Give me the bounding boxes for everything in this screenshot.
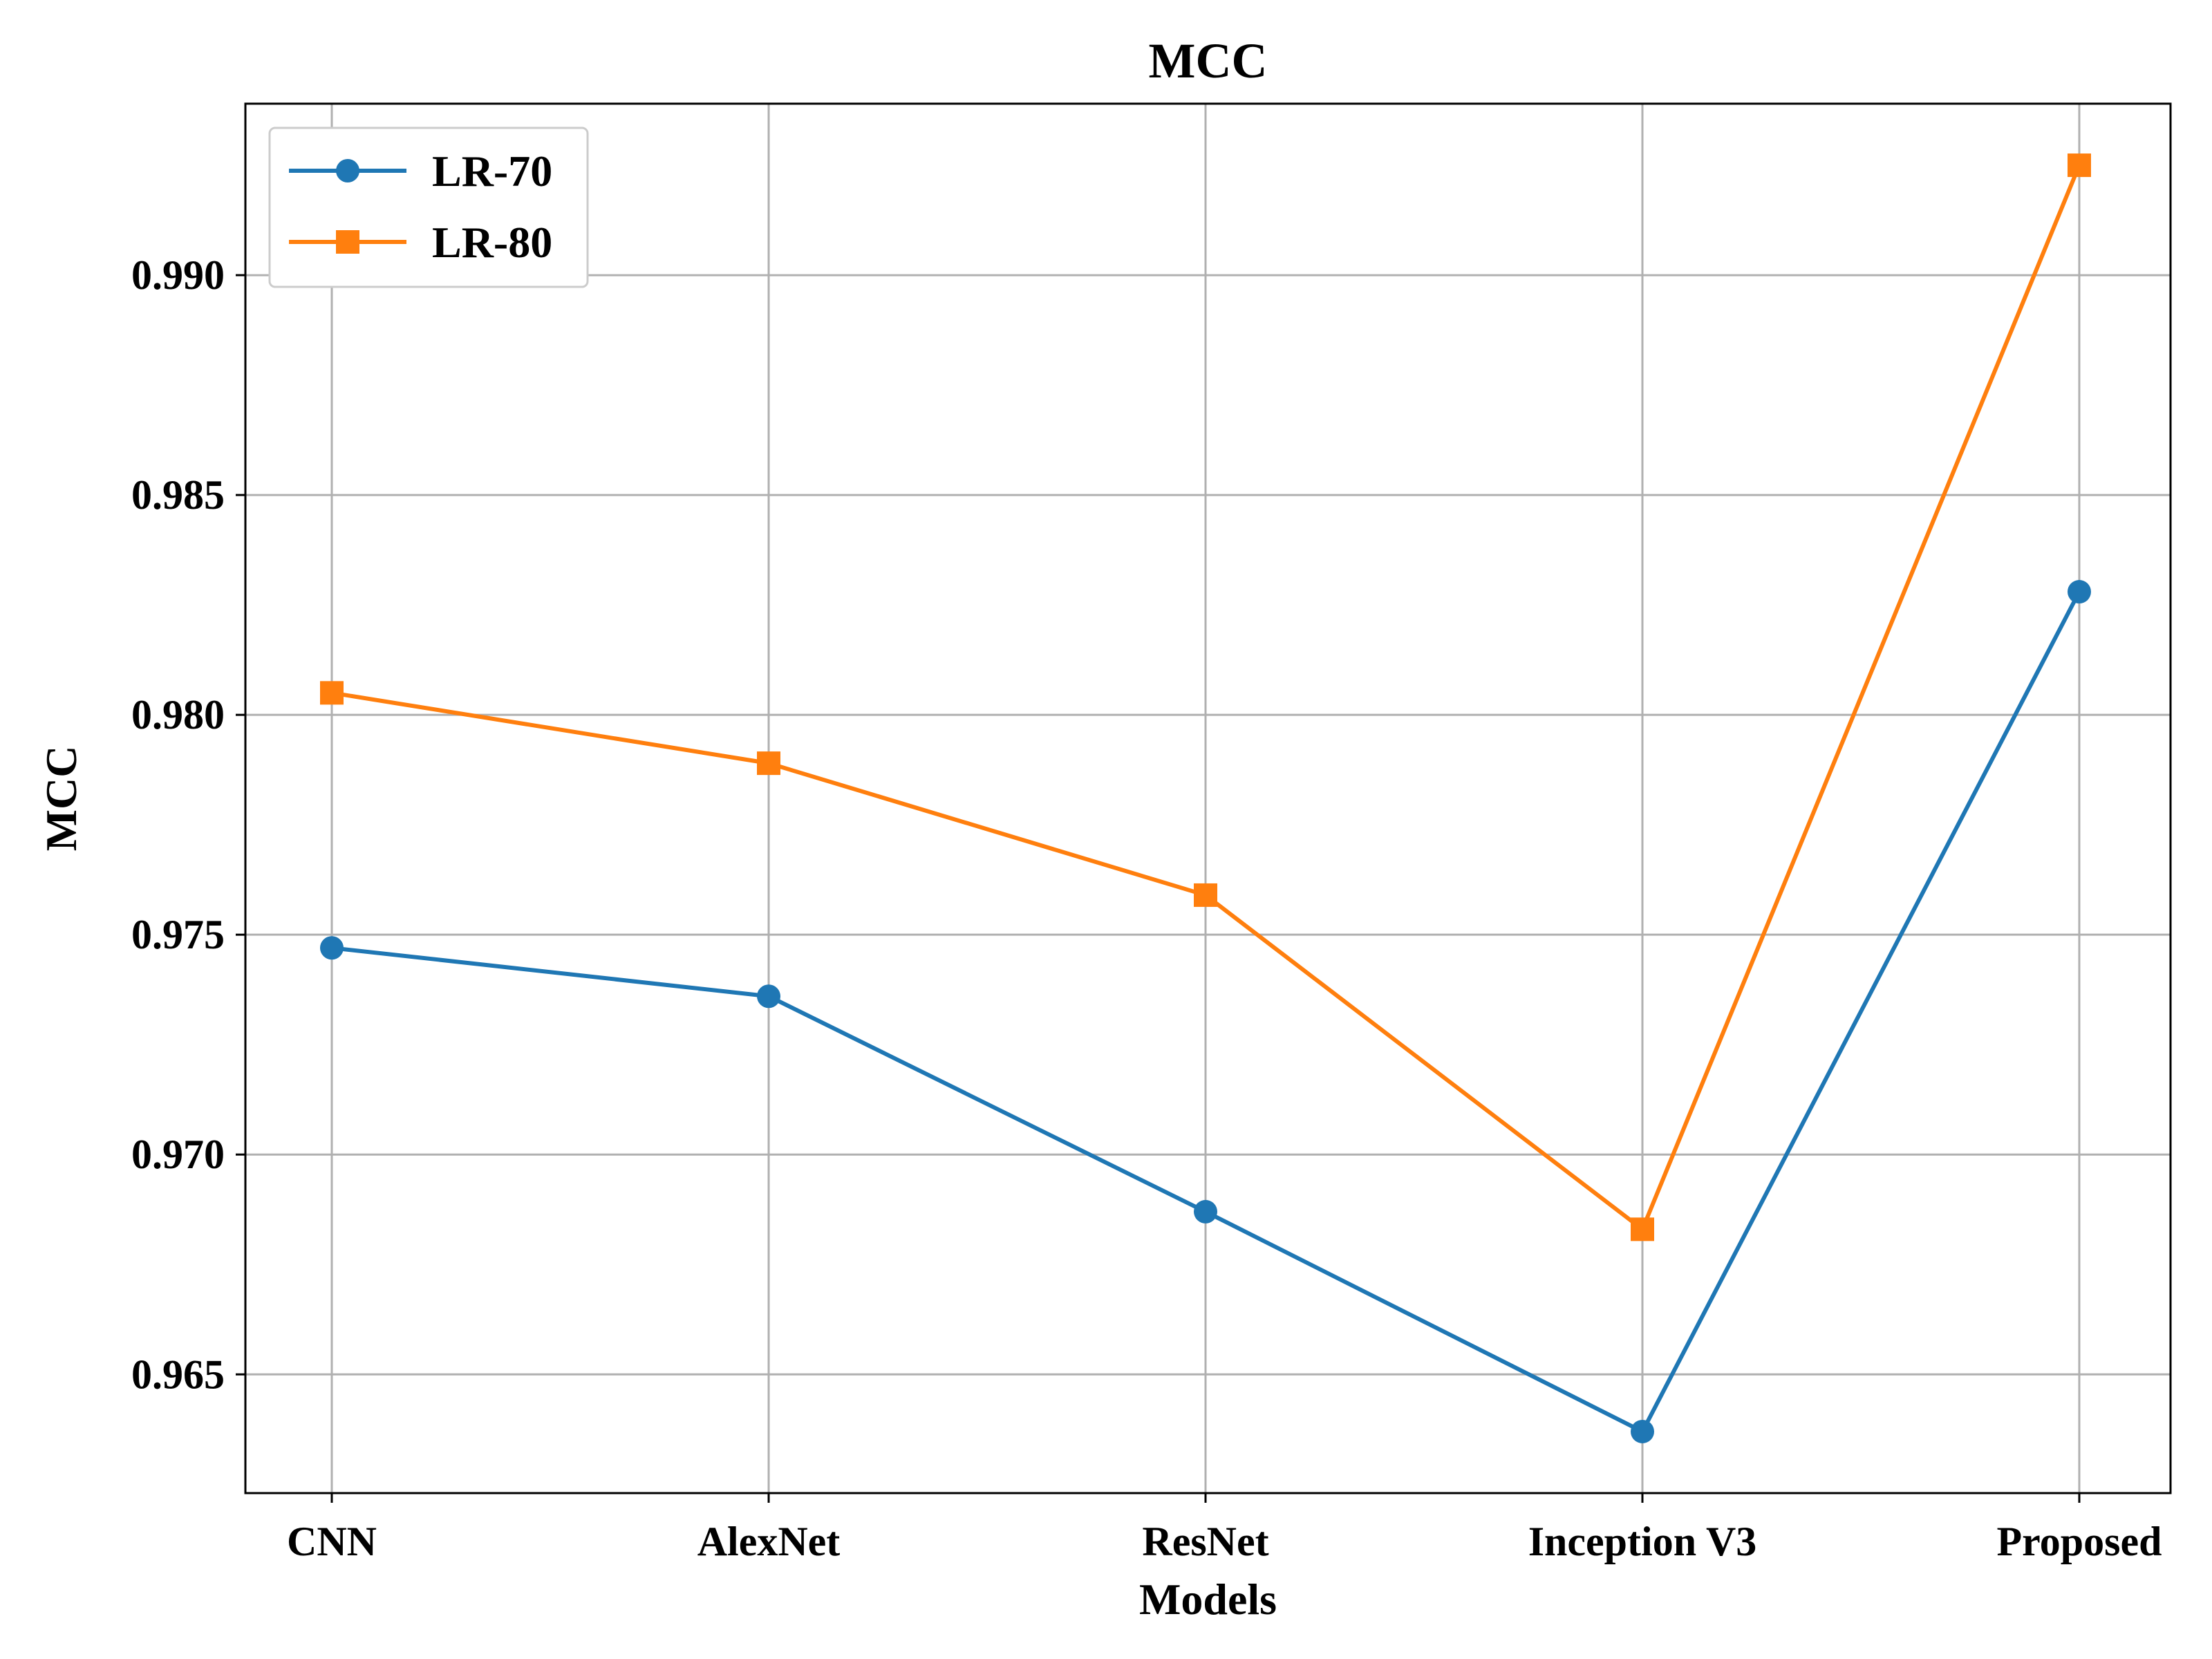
legend: LR-70 LR-80: [268, 126, 589, 288]
y-tick-label: 0.970: [131, 1132, 225, 1177]
data-point: [1631, 1217, 1654, 1241]
data-point: [757, 751, 780, 776]
grid-layer: [245, 104, 2171, 1493]
legend-label: LR-80: [432, 218, 552, 267]
data-point: [320, 936, 344, 960]
data-point: [1194, 883, 1217, 907]
y-axis-label: MCC: [37, 746, 86, 852]
series-lr-70: [320, 580, 2091, 1443]
x-tick-label: Proposed: [1997, 1519, 2162, 1564]
series-lr-80: [320, 153, 2091, 1241]
legend-label: LR-70: [432, 147, 552, 196]
data-point: [2068, 153, 2091, 178]
series-layer: [320, 153, 2091, 1443]
data-point: [320, 681, 344, 705]
x-tick-label: CNN: [287, 1519, 377, 1564]
data-point: [1631, 1419, 1654, 1443]
y-tick-label: 0.980: [131, 692, 225, 738]
x-tick-label: ResNet: [1142, 1519, 1268, 1564]
data-point: [757, 984, 780, 1009]
legend-marker: [336, 159, 359, 182]
y-tick-label: 0.975: [131, 912, 225, 957]
chart-title: MCC: [1149, 33, 1268, 88]
legend-marker: [336, 230, 359, 254]
x-tick-label: Inception V3: [1528, 1519, 1757, 1564]
legend-item-lr-80: LR-80: [289, 218, 552, 267]
x-axis-label: Models: [1139, 1575, 1277, 1624]
y-tick-label: 0.965: [131, 1351, 225, 1397]
data-point: [1194, 1199, 1217, 1224]
y-tick-label: 0.990: [131, 252, 225, 298]
plot-frame: [244, 102, 2172, 1494]
tick-layer: 0.965 0.970 0.975 0.980 0.985 0.990 CNN AlexNet…: [131, 252, 2162, 1564]
y-tick-label: 0.985: [131, 472, 225, 518]
data-point: [2068, 580, 2091, 604]
legend-item-lr-70: LR-70: [289, 147, 552, 196]
x-tick-label: AlexNet: [697, 1519, 841, 1564]
